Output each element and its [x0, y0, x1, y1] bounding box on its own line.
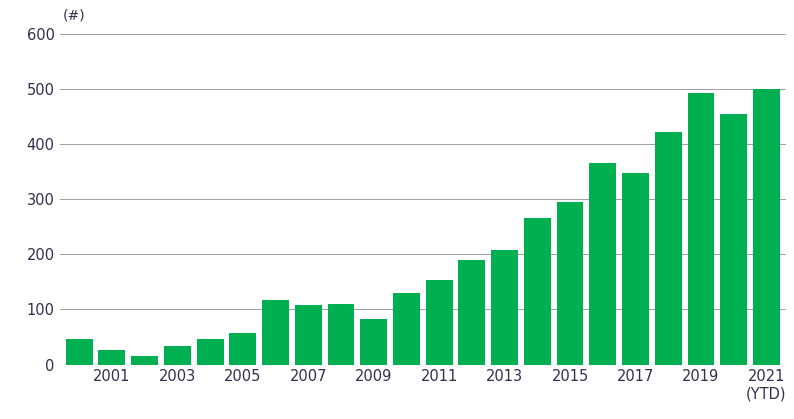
Bar — [688, 93, 715, 365]
Bar — [98, 349, 125, 365]
Bar — [360, 319, 387, 365]
Bar — [131, 356, 158, 365]
Bar — [295, 305, 322, 365]
Bar — [720, 114, 747, 365]
Text: (#): (#) — [63, 8, 86, 23]
Bar — [197, 339, 223, 365]
Bar — [491, 250, 518, 365]
Bar — [229, 333, 256, 365]
Bar — [66, 339, 93, 365]
Bar — [589, 163, 616, 365]
Bar — [393, 293, 420, 365]
Bar — [753, 89, 780, 365]
Bar — [655, 132, 682, 365]
Bar — [426, 280, 453, 365]
Bar — [328, 304, 354, 365]
Bar — [262, 300, 289, 365]
Bar — [164, 346, 191, 365]
Bar — [557, 202, 584, 365]
Bar — [622, 173, 649, 365]
Bar — [524, 218, 551, 365]
Bar — [458, 260, 485, 365]
